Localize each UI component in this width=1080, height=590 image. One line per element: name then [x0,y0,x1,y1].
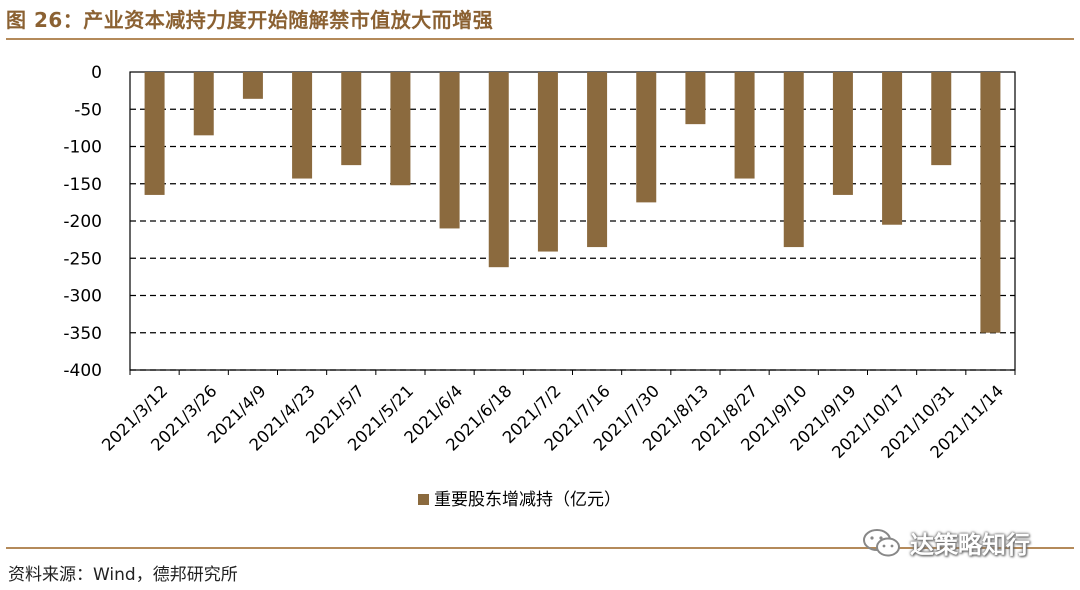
bar [341,72,362,166]
bar [537,72,558,252]
watermark-text: 达策略知行 [910,531,1030,559]
bar [734,72,755,179]
bar [832,72,853,195]
bar [931,72,952,166]
y-tick-label: -400 [63,361,102,381]
footer-divider [6,547,1074,549]
y-tick-label: -300 [63,287,102,307]
y-tick-label: -100 [63,138,102,158]
bar [193,72,214,136]
bar [242,72,263,99]
y-tick-label: 0 [91,63,102,83]
bar [488,72,509,268]
y-tick-label: -350 [63,324,102,344]
bar [783,72,804,248]
y-tick-label: -250 [63,249,102,269]
bar [882,72,903,225]
y-tick-label: -200 [63,212,102,232]
bar [636,72,657,203]
bar-chart: 0-50-100-150-200-250-300-350-4002021/3/1… [63,63,1016,510]
legend-label: 重要股东增减持（亿元） [434,490,621,510]
y-tick-label: -50 [74,100,102,120]
title-divider [6,38,1074,40]
bar [390,72,411,186]
figure-title: 图 26：产业资本减持力度开始随解禁市值放大而增强 [6,8,494,32]
watermark: 达策略知行 [862,525,1030,560]
bar [292,72,313,179]
y-tick-label: -150 [63,175,102,195]
bar [144,72,165,195]
bar [685,72,706,125]
bar [439,72,460,229]
wechat-icon [863,528,900,556]
source-note: 资料来源：Wind，德邦研究所 [8,565,238,585]
bar [980,72,1001,333]
bar [587,72,608,248]
legend-swatch [418,494,429,505]
